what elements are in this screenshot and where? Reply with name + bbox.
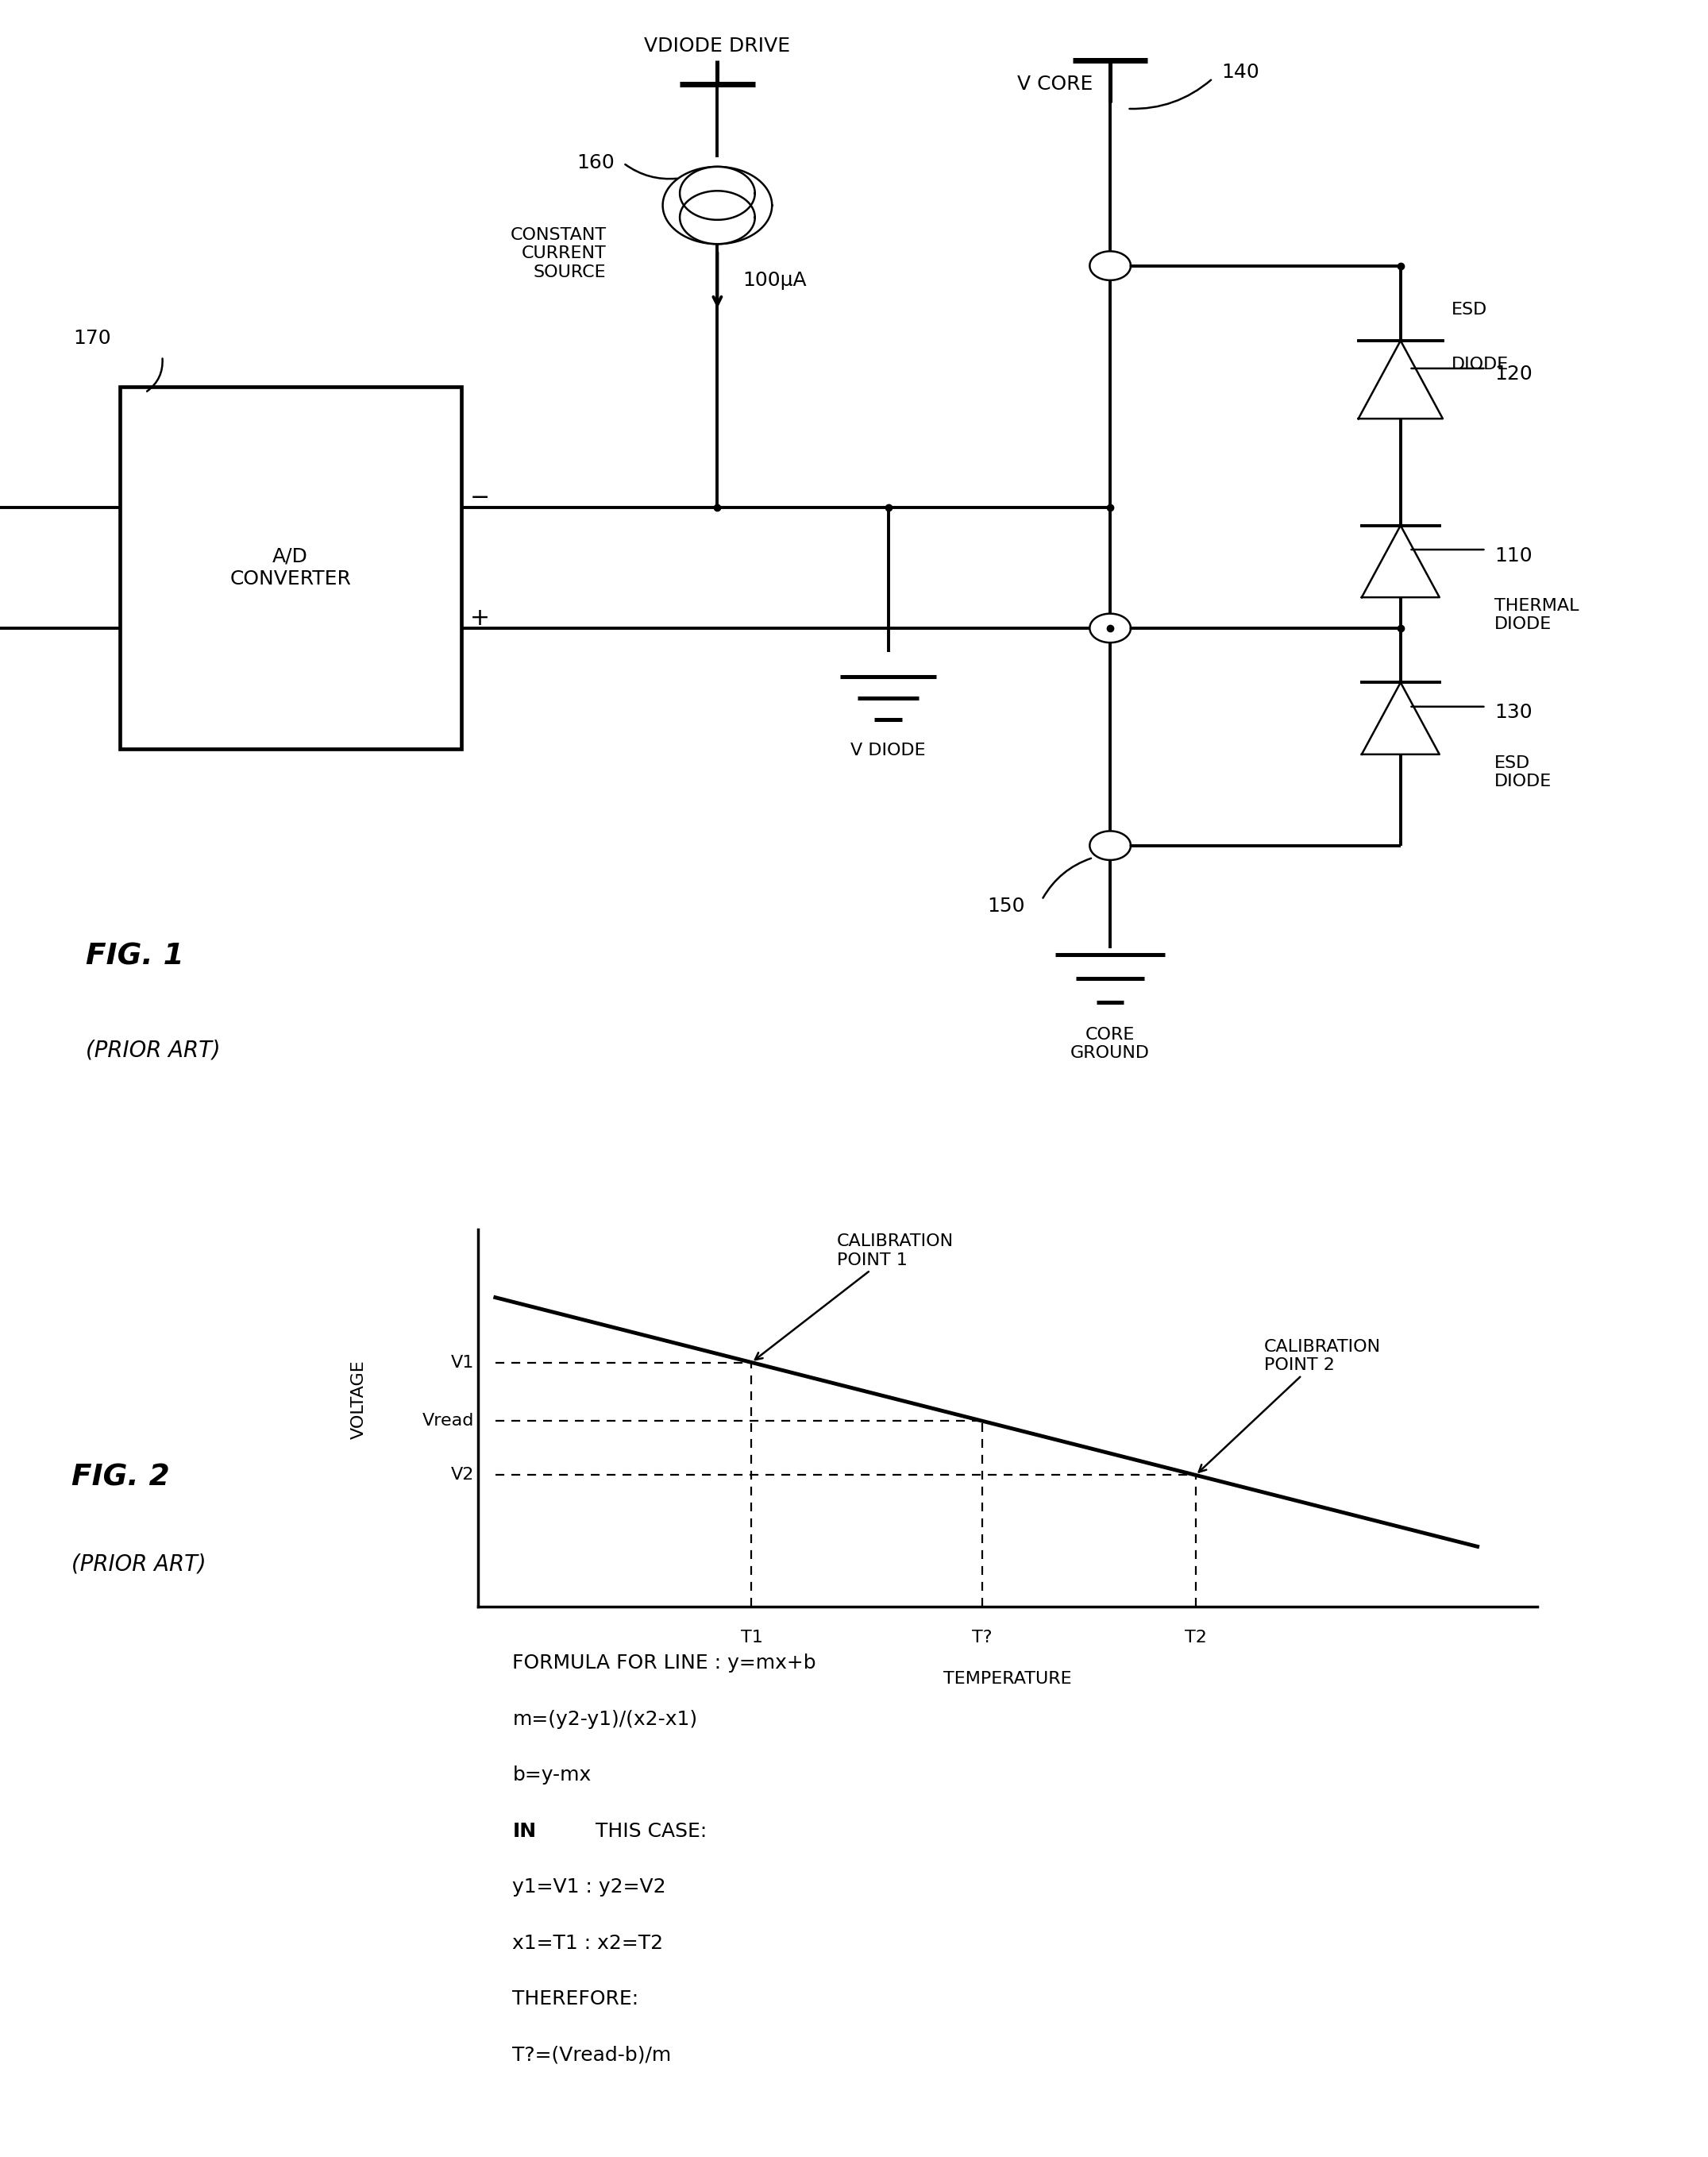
Text: +: +: [470, 606, 490, 630]
Polygon shape: [1090, 830, 1131, 861]
Text: TEMPERATURE: TEMPERATURE: [943, 1672, 1073, 1687]
Text: Vread: Vread: [422, 1413, 475, 1428]
Text: V DIODE: V DIODE: [851, 742, 926, 759]
Text: FIG. 2: FIG. 2: [72, 1462, 171, 1493]
Polygon shape: [1090, 613, 1131, 643]
Text: CORE
GROUND: CORE GROUND: [1071, 1027, 1149, 1061]
Text: y1=V1 : y2=V2: y1=V1 : y2=V2: [512, 1877, 666, 1896]
Text: T?=(Vread-b)/m: T?=(Vread-b)/m: [512, 2045, 671, 2064]
Text: FORMULA FOR LINE : y=mx+b: FORMULA FOR LINE : y=mx+b: [512, 1654, 816, 1672]
Text: T1: T1: [741, 1631, 762, 1646]
Text: CONSTANT
CURRENT
SOURCE: CONSTANT CURRENT SOURCE: [511, 226, 606, 280]
Text: DIODE: DIODE: [1452, 356, 1510, 373]
Text: b=y-mx: b=y-mx: [512, 1767, 591, 1784]
Text: CALIBRATION
POINT 2: CALIBRATION POINT 2: [1199, 1339, 1380, 1471]
Text: ESD
DIODE: ESD DIODE: [1494, 755, 1553, 789]
Text: 170: 170: [73, 330, 111, 347]
Text: 120: 120: [1494, 365, 1532, 384]
Text: V CORE: V CORE: [1018, 75, 1093, 95]
Text: V2: V2: [451, 1467, 475, 1484]
Text: 150: 150: [987, 897, 1025, 915]
Polygon shape: [680, 166, 755, 220]
Text: 100μA: 100μA: [743, 272, 806, 289]
Polygon shape: [680, 190, 755, 244]
Text: (PRIOR ART): (PRIOR ART): [72, 1553, 207, 1575]
Polygon shape: [1358, 341, 1443, 418]
Text: m=(y2-y1)/(x2-x1): m=(y2-y1)/(x2-x1): [512, 1711, 697, 1728]
Text: VOLTAGE: VOLTAGE: [350, 1359, 367, 1439]
FancyBboxPatch shape: [120, 386, 461, 748]
Text: FIG. 1: FIG. 1: [85, 943, 184, 971]
Text: V1: V1: [451, 1355, 475, 1370]
Text: 160: 160: [577, 153, 615, 173]
Polygon shape: [663, 166, 772, 244]
Text: T?: T?: [972, 1631, 992, 1646]
Text: A/D
CONVERTER: A/D CONVERTER: [229, 548, 352, 589]
Text: THEREFORE:: THEREFORE:: [512, 1989, 639, 2008]
Text: T2: T2: [1185, 1631, 1206, 1646]
Text: THIS CASE:: THIS CASE:: [589, 1821, 707, 1840]
Text: VDIODE DRIVE: VDIODE DRIVE: [644, 37, 791, 56]
Text: 110: 110: [1494, 546, 1532, 565]
Polygon shape: [1361, 526, 1440, 597]
Text: x1=T1 : x2=T2: x1=T1 : x2=T2: [512, 1933, 663, 1952]
Text: (PRIOR ART): (PRIOR ART): [85, 1040, 220, 1061]
Text: ESD: ESD: [1452, 302, 1488, 317]
Text: THERMAL
DIODE: THERMAL DIODE: [1494, 597, 1580, 632]
Text: 130: 130: [1494, 703, 1532, 723]
Text: 140: 140: [1221, 63, 1259, 82]
Polygon shape: [1361, 682, 1440, 755]
Text: IN: IN: [512, 1821, 536, 1840]
Text: −: −: [470, 485, 490, 509]
Polygon shape: [1090, 250, 1131, 280]
Text: CALIBRATION
POINT 1: CALIBRATION POINT 1: [755, 1234, 953, 1359]
